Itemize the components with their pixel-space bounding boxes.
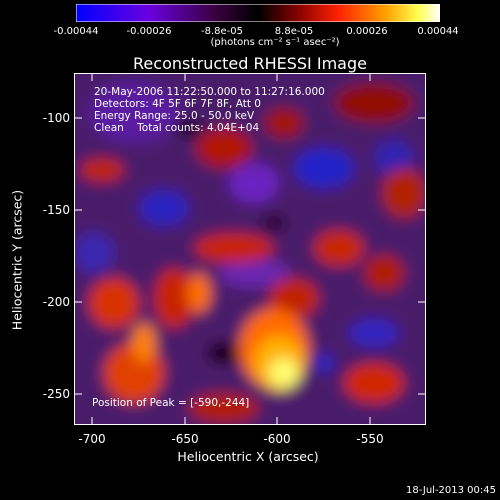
y-tick-label: -250: [42, 387, 70, 401]
image-title: Reconstructed RHESSI Image: [133, 54, 367, 73]
rhessi-image: [74, 73, 426, 425]
x-tick-label: -600: [263, 432, 291, 446]
colorbar-tick: 8.8e-05: [274, 26, 314, 37]
annotation-clean: Clean Total counts: 4.04E+04: [94, 122, 260, 134]
colorbar-tick: 0.00044: [417, 26, 459, 37]
colorbar-tick: 0.00026: [346, 26, 388, 37]
y-axis-label: Heliocentric Y (arcsec): [9, 189, 25, 331]
colorbar-tick: -0.00044: [53, 26, 99, 37]
colorbar-tick: -0.00026: [126, 26, 172, 37]
colorbar-units: (photons cm⁻² s⁻¹ asec⁻²): [210, 37, 340, 48]
footer-date: 18-Jul-2013 00:45: [405, 485, 496, 496]
annotation-energy: Energy Range: 25.0 - 50.0 keV: [94, 110, 255, 122]
x-tick-label: -700: [78, 432, 106, 446]
colorbar: [76, 4, 440, 22]
y-tick-label: -100: [42, 111, 70, 125]
annotation-detectors: Detectors: 4F 5F 6F 7F 8F, Att 0: [94, 98, 261, 110]
annotation-peak: Position of Peak = [-590,-244]: [92, 397, 250, 409]
colorbar-gradient: [76, 4, 440, 22]
x-tick-label: -650: [171, 432, 199, 446]
y-tick-label: -200: [42, 295, 70, 309]
colorbar-tick: -8.8e-05: [201, 26, 243, 37]
x-tick-label: -550: [356, 432, 384, 446]
x-axis-label: Heliocentric X (arcsec): [177, 449, 319, 464]
annotation-time: 20-May-2006 11:22:50.000 to 11:27:16.000: [94, 86, 325, 98]
y-tick-label: -150: [42, 203, 70, 217]
